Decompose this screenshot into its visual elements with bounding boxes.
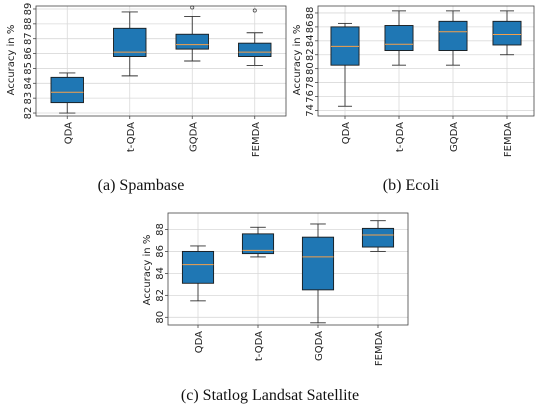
x-tick-label: t-QDA xyxy=(126,122,137,152)
y-tick-label: 82 xyxy=(305,48,316,61)
x-tick-label: FEMDA xyxy=(503,122,514,157)
x-tick-label: QDA xyxy=(63,122,74,144)
y-tick-label: 85 xyxy=(23,62,34,75)
y-axis-label: Accuracy in % xyxy=(142,235,153,306)
box-t-qda xyxy=(241,226,275,258)
box-qda xyxy=(181,245,215,302)
x-tick-label: t-QDA xyxy=(395,122,406,152)
box-iqr xyxy=(384,25,414,52)
y-tick-label: 84 xyxy=(23,77,34,90)
y-tick-label: 88 xyxy=(305,7,316,20)
y-tick-label: 87 xyxy=(23,32,34,45)
box-femda xyxy=(361,220,395,252)
y-tick-label: 86 xyxy=(155,245,166,258)
y-tick-label: 78 xyxy=(305,76,316,89)
y-tick-label: 84 xyxy=(155,267,166,280)
x-tick-label: QDA xyxy=(341,122,352,144)
x-tick-label: GQDA xyxy=(314,331,325,361)
box-qda xyxy=(330,22,360,107)
box-iqr xyxy=(241,233,275,255)
y-tick-label: 80 xyxy=(155,311,166,324)
box-iqr xyxy=(361,227,395,248)
y-tick-label: 82 xyxy=(155,289,166,302)
box-gqda xyxy=(175,5,209,62)
y-tick-label: 86 xyxy=(23,47,34,60)
y-axis-label: Accuracy in % xyxy=(6,25,17,96)
panel-caption: (a) Spambase xyxy=(98,177,185,194)
y-tick-label: 74 xyxy=(305,104,316,117)
box-iqr xyxy=(238,42,272,57)
x-tick-label: QDA xyxy=(194,331,205,353)
box-t-qda xyxy=(384,10,414,66)
panel-caption: (b) Ecoli xyxy=(383,177,440,194)
y-tick-label: 88 xyxy=(23,17,34,30)
y-axis-label: Accuracy in % xyxy=(292,25,303,96)
box-femda xyxy=(238,8,272,66)
box-iqr xyxy=(50,76,84,104)
y-tick-label: 88 xyxy=(155,223,166,236)
plot-frame xyxy=(317,5,535,117)
x-tick-label: t-QDA xyxy=(254,331,265,361)
box-gqda xyxy=(438,10,468,66)
box-qda xyxy=(50,72,84,114)
x-tick-label: GQDA xyxy=(449,122,460,152)
box-iqr xyxy=(492,20,522,46)
y-tick-label: 82 xyxy=(23,107,34,120)
y-tick-label: 86 xyxy=(305,21,316,34)
box-gqda xyxy=(301,223,335,324)
plot-frame xyxy=(167,212,409,326)
outlier-point xyxy=(252,8,257,13)
x-tick-label: GQDA xyxy=(188,122,199,152)
panel-caption: (c) Statlog Landsat Satellite xyxy=(181,387,359,404)
box-femda xyxy=(492,10,522,56)
y-tick-label: 89 xyxy=(23,3,34,16)
box-iqr xyxy=(301,236,335,291)
box-iqr xyxy=(438,20,468,52)
box-t-qda xyxy=(113,11,147,77)
plot-frame xyxy=(35,5,287,117)
x-tick-label: FEMDA xyxy=(251,122,262,157)
box-iqr xyxy=(181,250,215,284)
x-tick-label: FEMDA xyxy=(374,331,385,366)
y-tick-label: 80 xyxy=(305,62,316,75)
outlier-point xyxy=(190,5,195,10)
y-tick-label: 83 xyxy=(23,92,34,105)
y-tick-label: 76 xyxy=(305,90,316,103)
panel-statlog-landsat: Accuracy in % 80 82 84 86 88 QDA t-QDA GQDA FEMD… xyxy=(142,212,409,404)
y-tick-label: 84 xyxy=(305,34,316,47)
box-iqr xyxy=(175,33,209,50)
